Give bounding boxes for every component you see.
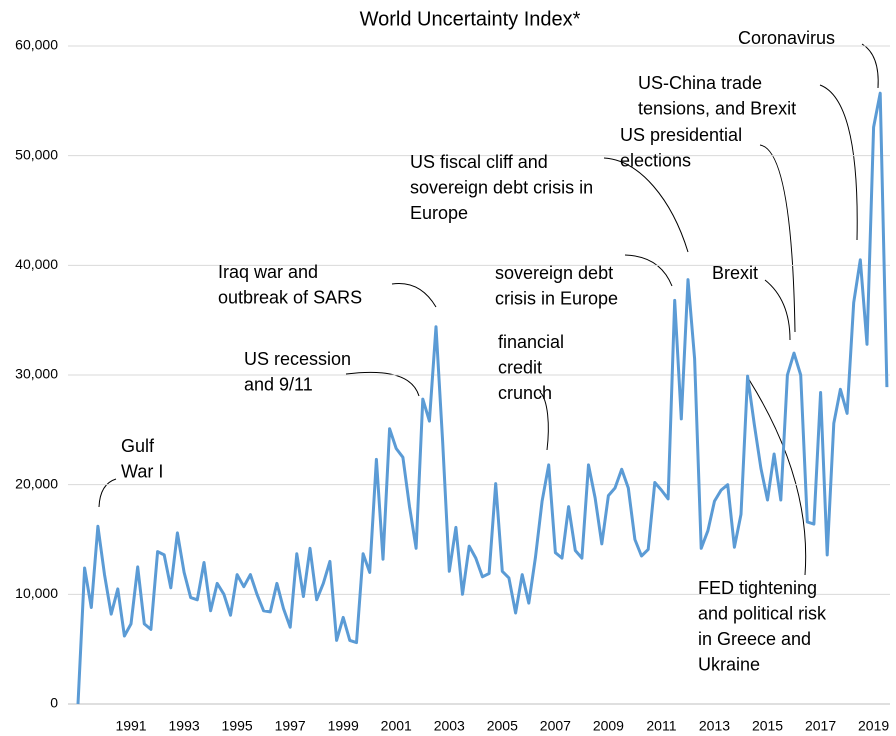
connector bbox=[624, 254, 673, 287]
annotation: FED tightening bbox=[698, 578, 817, 598]
chart-title: World Uncertainty Index* bbox=[360, 8, 581, 30]
line bbox=[76, 91, 889, 705]
x-tick-label: 2019 bbox=[858, 718, 889, 734]
x-tick-label: 1991 bbox=[115, 718, 146, 734]
annotation: Gulf bbox=[121, 436, 155, 456]
x-tick-label: 1999 bbox=[328, 718, 359, 734]
x-tick-label: 2015 bbox=[752, 718, 783, 734]
annotation: Ukraine bbox=[698, 654, 760, 674]
x-tick-label: 2013 bbox=[699, 718, 730, 734]
connector bbox=[861, 43, 879, 89]
annotation: War I bbox=[121, 461, 163, 481]
annotation: tensions, and Brexit bbox=[638, 98, 796, 118]
x-tick-label: 2007 bbox=[540, 718, 571, 734]
y-tick-label: 0 bbox=[50, 695, 58, 711]
annotation: outbreak of SARS bbox=[218, 287, 362, 307]
y-tick-label: 40,000 bbox=[15, 256, 58, 272]
annotation: sovereign debt crisis in bbox=[410, 177, 593, 197]
connector bbox=[747, 377, 807, 576]
annotation: sovereign debt bbox=[495, 263, 613, 283]
y-tick-label: 20,000 bbox=[15, 475, 58, 491]
connector bbox=[764, 279, 791, 341]
annotation: elections bbox=[620, 150, 691, 170]
x-tick-label: 2005 bbox=[487, 718, 518, 734]
y-tick-label: 30,000 bbox=[15, 366, 58, 382]
annotation: US-China trade bbox=[638, 73, 762, 93]
connector bbox=[819, 84, 858, 241]
x-tick-label: 2001 bbox=[381, 718, 412, 734]
x-tick-label: 2009 bbox=[593, 718, 624, 734]
connector bbox=[345, 371, 420, 397]
y-tick-label: 10,000 bbox=[15, 585, 58, 601]
y-tick-label: 60,000 bbox=[15, 37, 58, 53]
connector bbox=[759, 144, 796, 333]
x-tick-label: 2017 bbox=[805, 718, 836, 734]
x-tick-label: 1997 bbox=[275, 718, 306, 734]
annotation: Brexit bbox=[712, 263, 758, 283]
x-tick-label: 1995 bbox=[222, 718, 253, 734]
x-tick-label: 2011 bbox=[646, 718, 676, 734]
x-tick-label: 1993 bbox=[169, 718, 200, 734]
annotation: Europe bbox=[410, 203, 468, 223]
annotation: crisis in Europe bbox=[495, 288, 618, 308]
x-tick-label: 2003 bbox=[434, 718, 465, 734]
annotation: and political risk bbox=[698, 603, 827, 623]
connectors bbox=[98, 43, 879, 576]
y-tick-label: 50,000 bbox=[15, 146, 58, 162]
annotation: US presidential bbox=[620, 125, 742, 145]
annotation: crunch bbox=[498, 383, 552, 403]
annotation: credit bbox=[498, 357, 542, 377]
annotation: Iraq war and bbox=[218, 262, 318, 282]
connector bbox=[98, 478, 117, 508]
annotation: US fiscal cliff and bbox=[410, 152, 548, 172]
connector bbox=[603, 157, 689, 253]
annotation: and 9/11 bbox=[244, 374, 313, 394]
annotation: financial bbox=[498, 332, 564, 352]
annotation: in Greece and bbox=[698, 629, 811, 649]
annotation: Coronavirus bbox=[738, 28, 835, 48]
connector bbox=[539, 391, 549, 451]
annotation: US recession bbox=[244, 349, 351, 369]
connector bbox=[391, 282, 437, 308]
